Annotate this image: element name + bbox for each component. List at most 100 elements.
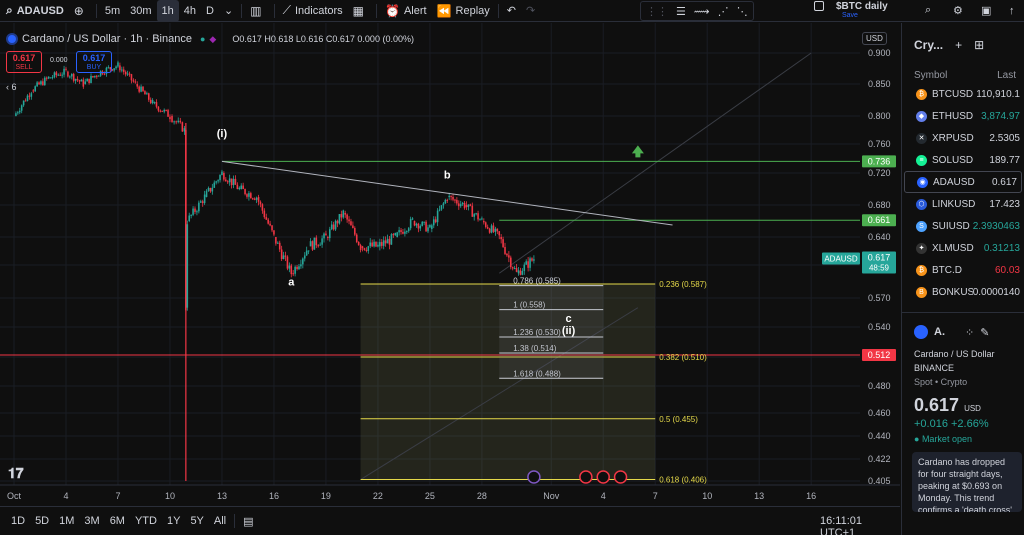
candle-body — [149, 99, 152, 104]
watchlist-row[interactable]: ◉ ADAUSD 0.617 — [904, 171, 1022, 193]
candle-body — [217, 180, 219, 182]
xlmusd-icon: ✦ — [916, 242, 927, 254]
grid-icon[interactable]: ⁘ — [965, 326, 975, 339]
snapshot-button[interactable]: ▣ — [976, 0, 996, 22]
timeframe-30m[interactable]: 30m — [130, 4, 152, 17]
candle-body — [251, 198, 254, 200]
goto-date-button[interactable]: ▤ — [238, 515, 258, 528]
redo-icon: ↷ — [526, 5, 536, 17]
range-1y[interactable]: 1Y — [166, 515, 181, 527]
clock-timezone[interactable]: 16:11:01 UTC+1 — [820, 515, 863, 535]
add-symbol-icon[interactable]: + — [955, 38, 963, 52]
currency-button[interactable]: USD — [862, 32, 887, 45]
templates-button[interactable]: ▦ — [348, 0, 373, 22]
candle-body — [321, 238, 323, 245]
news-snippet[interactable]: Cardano has dropped for four straight da… — [912, 452, 1022, 512]
elliott-wave-icon[interactable]: ⋰ — [717, 5, 729, 18]
candle-body — [44, 77, 46, 86]
col-last[interactable]: Last — [997, 69, 1016, 81]
candle-body — [328, 229, 331, 239]
candle-body — [502, 239, 504, 247]
candle-body — [361, 246, 364, 249]
candle-body — [63, 68, 65, 75]
range-3m[interactable]: 3M — [84, 515, 100, 527]
col-symbol[interactable]: Symbol — [914, 69, 948, 81]
trend-tool-icon[interactable]: ⟿ — [693, 5, 710, 18]
indicators-collapse-button[interactable]: ‹ 6 — [6, 82, 17, 92]
watchlist-row[interactable]: B BONKUSD0.0000140 — [902, 281, 1024, 303]
candle-body — [72, 73, 75, 81]
alert-button[interactable]: ⏰ Alert — [380, 0, 432, 22]
watchlist-row[interactable]: S SUIUSD 2.3930463 — [902, 215, 1024, 237]
publish-button[interactable]: ↑ — [1004, 0, 1020, 22]
settings-button[interactable]: ⚙ — [948, 0, 968, 22]
candle-body — [459, 204, 462, 207]
range-ytd[interactable]: YTD — [134, 515, 157, 527]
price-tick-label: 0.760 — [868, 139, 891, 149]
indicators-button[interactable]: ⟋ Indicators — [278, 0, 348, 22]
chart-title[interactable]: Cardano / US Dollar · 1h · Binance — [22, 33, 192, 45]
eye-icon[interactable]: ● — [199, 34, 206, 44]
zoom-button[interactable]: ⌕ — [920, 0, 936, 22]
buy-button[interactable]: 0.617 BUY — [76, 51, 112, 73]
redo-button[interactable]: ↷ — [521, 0, 540, 22]
chart-area[interactable]: 0.236 (0.587) 0.382 (0.510) 0.5 (0.455) 0.6… — [0, 23, 900, 506]
level-tag — [862, 349, 896, 361]
chart-type-button[interactable]: ▥ — [245, 0, 270, 22]
top-toolbar: ⌕ ADAUSD ⊕ 5m 30m 1h 4h D ⌄ ▥ ⟋ Indicato… — [0, 0, 1024, 22]
watchlist-row[interactable]: ₿ BTCUSD 110,910.1 — [902, 83, 1024, 105]
candle-body — [533, 259, 535, 261]
candle-body — [359, 245, 362, 251]
undo-button[interactable]: ↶ — [502, 0, 521, 22]
candle-body — [90, 76, 92, 83]
range-6m[interactable]: 6M — [109, 515, 125, 527]
candle-body — [373, 241, 375, 247]
candles-icon: ▥ — [250, 3, 262, 18]
watchlist-row[interactable]: ✦ XLMUSD 0.31213 — [902, 237, 1024, 259]
candle-body — [525, 261, 527, 265]
candle-body — [425, 221, 427, 232]
candle-body — [78, 80, 81, 82]
compare-button[interactable]: ⊕ — [69, 0, 93, 22]
timeframe-5m[interactable]: 5m — [104, 4, 121, 17]
layout-icon[interactable]: ⊞ — [974, 38, 985, 52]
edit-icon[interactable]: ✎ — [980, 326, 990, 339]
timeframe-d[interactable]: D — [206, 4, 214, 17]
candle-body — [177, 120, 180, 123]
price-chart[interactable]: 0.236 (0.587) 0.382 (0.510) 0.5 (0.455) 0.6… — [0, 23, 900, 506]
candle-body — [194, 208, 196, 212]
range-1d[interactable]: 1D — [11, 515, 26, 527]
timeframe-dropdown[interactable]: ⌄ — [219, 0, 238, 22]
watchlist-row[interactable]: ⬡ LINKUSD 17.423 — [902, 193, 1024, 215]
candle-body — [436, 210, 439, 223]
symbol-search-button[interactable]: ⌕ ADAUSD — [0, 0, 69, 22]
watchlist-price: 60.03 — [994, 264, 1020, 276]
candle-body — [431, 225, 433, 229]
timeframe-1h[interactable]: 1h — [156, 0, 179, 22]
timeframe-4h[interactable]: 4h — [183, 4, 197, 17]
range-1m[interactable]: 1M — [59, 515, 75, 527]
candle-body — [138, 86, 140, 92]
fib-tool-icon[interactable]: ☰ — [676, 5, 686, 18]
watchlist-row[interactable]: ≡ SOLUSD 189.77 — [902, 149, 1024, 171]
range-5y[interactable]: 5Y — [190, 515, 204, 527]
range-all[interactable]: All — [213, 515, 227, 527]
sparkle-icon[interactable]: ◆ — [209, 33, 217, 44]
candle-body — [446, 199, 449, 201]
candle-body — [205, 190, 208, 197]
candle-body — [438, 209, 441, 211]
candle-body — [225, 179, 227, 182]
range-5d[interactable]: 5D — [35, 515, 50, 527]
drag-handle-icon[interactable]: ⋮⋮ — [646, 5, 668, 18]
replay-button[interactable]: ⏪ Replay — [432, 0, 495, 22]
sell-button[interactable]: 0.617 SELL — [6, 51, 42, 73]
watchlist-title[interactable]: Cry... — [914, 38, 944, 52]
spread-value: 0.000 — [50, 57, 68, 64]
details-short[interactable]: A. — [934, 326, 945, 338]
layout-save-button[interactable]: $BTC daily Save — [814, 1, 888, 20]
abc-wave-icon[interactable]: ⋱ — [736, 5, 748, 18]
watchlist-row[interactable]: ₿ BTC.D 60.03 — [902, 259, 1024, 281]
candle-body — [74, 78, 77, 81]
watchlist-row[interactable]: ◆ ETHUSD 3,874.97 — [902, 105, 1024, 127]
watchlist-row[interactable]: ✕ XRPUSD 2.5305 — [902, 127, 1024, 149]
